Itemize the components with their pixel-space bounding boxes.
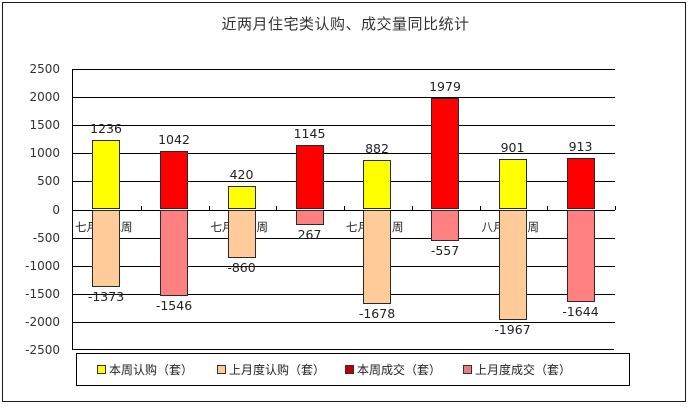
gridline (73, 293, 615, 295)
legend-item: 本周认购（套） (97, 354, 193, 385)
bar-weekly-subscription (227, 185, 256, 210)
bar-last-month-subscription (92, 209, 120, 287)
bar-last-month-subscription (227, 209, 256, 258)
y-tick-label: -2000 (25, 314, 60, 329)
bar-weekly-subscription (363, 159, 391, 210)
legend-swatch-icon (97, 365, 106, 374)
gridline (73, 181, 615, 183)
legend-label: 本周成交（套） (357, 363, 442, 377)
gridline (73, 97, 615, 99)
x-tick-mark (411, 205, 413, 210)
bar-last-month-transaction (566, 209, 595, 302)
bar-weekly-transaction (566, 158, 595, 210)
bar-last-month-transaction (295, 209, 324, 225)
data-label: -1644 (562, 303, 599, 319)
bar-weekly-subscription (92, 140, 120, 210)
data-label: -1678 (358, 305, 396, 321)
y-tick-label: -2500 (25, 343, 60, 357)
gridline (73, 69, 615, 70)
legend-label: 上月度认购（套） (229, 363, 326, 377)
data-label: -1546 (155, 298, 193, 314)
x-tick-mark (547, 205, 549, 210)
y-tick-label: -1500 (25, 286, 60, 301)
y-tick-label: -1000 (25, 258, 60, 273)
bar-last-month-subscription (363, 209, 391, 304)
bar-weekly-transaction (431, 98, 459, 210)
bar-weekly-subscription (498, 158, 527, 210)
y-tick-label: 0 (52, 202, 60, 217)
gridline (73, 265, 615, 267)
data-label: 267 (297, 226, 322, 242)
x-tick-mark (479, 205, 481, 210)
data-label: 420 (229, 166, 254, 182)
bar-last-month-transaction (160, 209, 188, 297)
data-label: 901 (500, 139, 525, 155)
bar-last-month-subscription (498, 209, 527, 321)
bar-weekly-transaction (295, 145, 324, 210)
data-label: 913 (568, 139, 593, 155)
x-tick-mark (344, 205, 345, 210)
data-label: 1042 (158, 131, 190, 147)
legend-label: 本周认购（套） (109, 363, 194, 377)
gridline (73, 237, 615, 239)
legend-label: 上月度成交（套） (475, 363, 572, 377)
y-tick-label: 2500 (29, 62, 60, 76)
data-label: -1967 (494, 322, 531, 338)
data-label: -557 (430, 242, 460, 258)
legend-swatch-icon (463, 365, 472, 374)
x-tick-mark (276, 205, 278, 210)
gridline (73, 125, 615, 127)
y-tick-label: 1500 (29, 118, 60, 133)
legend: 本周认购（套） 上月度认购（套） 本周成交（套） 上月度成交（套） (76, 353, 630, 386)
chart-title: 近两月住宅类认购、成交量同比统计 (221, 15, 470, 33)
y-tick-label: 1000 (29, 146, 60, 161)
x-tick-mark (140, 205, 142, 210)
zero-axis-line (73, 209, 615, 211)
data-label: 1145 (293, 126, 326, 142)
bar-weekly-transaction (160, 150, 188, 210)
gridline (73, 153, 615, 155)
data-label: 882 (365, 140, 389, 156)
x-tick-mark (208, 205, 210, 210)
data-label: -1373 (87, 288, 125, 304)
legend-item: 上月度认购（套） (217, 354, 325, 385)
x-tick-mark (615, 205, 616, 210)
bar-last-month-transaction (431, 209, 459, 241)
data-label: -860 (227, 259, 256, 275)
legend-swatch-icon (345, 365, 354, 374)
data-label: 1979 (429, 79, 461, 95)
gridline (73, 321, 615, 323)
legend-item: 本周成交（套） (345, 354, 441, 385)
data-label: 1236 (90, 121, 122, 137)
plot-area (72, 69, 616, 350)
legend-item: 上月度成交（套） (463, 354, 571, 385)
y-tick-label: 2000 (29, 90, 60, 105)
y-tick-label: -500 (32, 230, 60, 245)
legend-swatch-icon (217, 365, 226, 374)
y-tick-label: 500 (37, 174, 60, 189)
